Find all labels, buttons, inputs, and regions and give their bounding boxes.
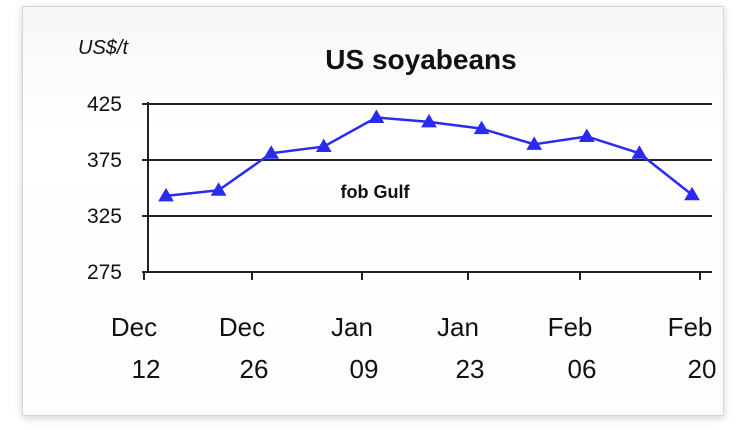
data-point-marker: [421, 113, 437, 128]
data-point-marker: [526, 136, 543, 150]
series-annotation: fob Gulf: [341, 182, 411, 202]
data-point-marker: [368, 109, 385, 123]
data-point-marker: [263, 145, 280, 159]
data-point-marker: [315, 138, 332, 153]
axes: [147, 102, 712, 273]
x-tick-month: Jan: [331, 312, 373, 342]
data-point-marker: [578, 128, 595, 142]
y-axis-ticks: 425 375 325 275: [87, 93, 148, 284]
x-tick-day: 26: [240, 354, 269, 384]
x-tick-month: Feb: [668, 312, 713, 342]
y-tick-label: 425: [87, 93, 122, 116]
data-point-marker: [210, 182, 227, 196]
x-tick-day: 23: [456, 354, 485, 384]
y-tick-label: 275: [87, 261, 122, 284]
unit-label: US$/t: [78, 37, 129, 59]
series-line-group: [158, 109, 700, 202]
series-line: [165, 116, 693, 198]
x-tick-month: Dec: [219, 312, 265, 342]
x-tick-month: Feb: [548, 312, 593, 342]
x-tick-day: 06: [568, 354, 597, 384]
chart-title: US soyabeans: [325, 44, 516, 75]
data-point-marker: [631, 145, 648, 159]
x-tick-day: 20: [688, 354, 717, 384]
data-point-marker: [473, 120, 490, 135]
data-point-marker: [158, 187, 174, 202]
x-axis-ticks: Dec 12 Dec 26 Jan 09 Jan 23 Feb 06 Feb 20: [111, 272, 717, 384]
x-tick-month: Dec: [111, 312, 157, 342]
x-tick-day: 09: [350, 354, 379, 384]
gridlines: [148, 103, 712, 217]
y-tick-label: 325: [87, 205, 122, 228]
x-tick-day: 12: [132, 354, 161, 384]
chart-card: [22, 6, 724, 416]
x-tick-month: Jan: [437, 312, 479, 342]
data-point-marker: [684, 186, 700, 201]
y-tick-label: 375: [87, 149, 122, 172]
